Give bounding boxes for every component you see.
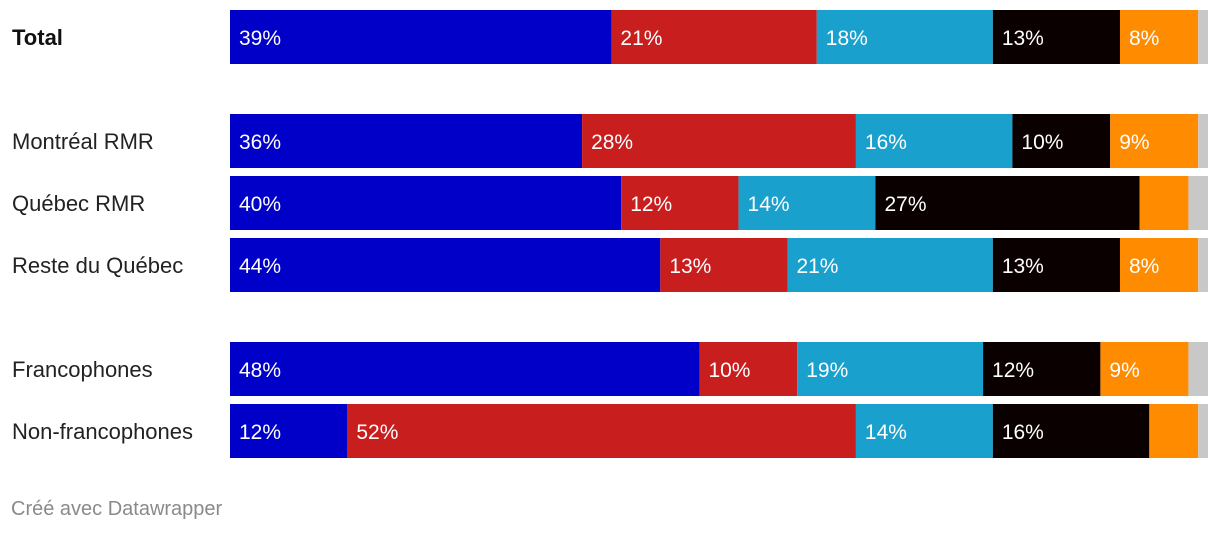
bar-segment-non-francophones-series-2: [347, 404, 856, 458]
bar-segment-francophones-series-1: [230, 342, 700, 396]
row-label-quebec-rmr: Québec RMR: [12, 191, 145, 216]
data-label-quebec-rmr-series-1: 40%: [239, 193, 281, 216]
bar-segment-total-series-3: [816, 10, 993, 64]
data-label-montreal-rmr-series-3: 16%: [865, 131, 907, 154]
data-label-non-francophones-series-2: 52%: [356, 421, 398, 444]
data-label-non-francophones-series-4: 16%: [1002, 421, 1044, 444]
bar-segment-total-series-1: [230, 10, 612, 64]
bar-segment-non-francophones-series-3: [855, 404, 993, 458]
bar-segment-montreal-rmr-series-1: [230, 114, 583, 168]
data-label-montreal-rmr-series-1: 36%: [239, 131, 281, 154]
row-label-francophones: Francophones: [12, 357, 153, 382]
row-label-reste-du-quebec: Reste du Québec: [12, 253, 183, 278]
data-label-francophones-series-2: 10%: [708, 359, 750, 382]
bar-segment-non-francophones-series-6: [1198, 404, 1208, 458]
row-label-montreal-rmr: Montréal RMR: [12, 129, 154, 154]
bar-segment-francophones-series-2: [699, 342, 798, 396]
data-label-non-francophones-series-1: 12%: [239, 421, 281, 444]
bar-segment-reste-du-quebec-series-2: [660, 238, 788, 292]
data-label-montreal-rmr-series-5: 9%: [1119, 131, 1149, 154]
data-label-total-series-3: 18%: [826, 27, 868, 50]
bar-segment-reste-du-quebec-series-5: [1119, 238, 1199, 292]
data-label-reste-du-quebec-series-2: 13%: [669, 255, 711, 278]
data-label-total-series-4: 13%: [1002, 27, 1044, 50]
data-label-reste-du-quebec-series-3: 21%: [796, 255, 838, 278]
data-label-total-series-2: 21%: [620, 27, 662, 50]
data-label-total-series-5: 8%: [1129, 27, 1159, 50]
bar-segment-francophones-series-5: [1100, 342, 1189, 396]
datawrapper-credit: Créé avec Datawrapper: [11, 498, 223, 520]
data-label-montreal-rmr-series-2: 28%: [591, 131, 633, 154]
bar-segment-quebec-rmr-series-4: [875, 176, 1140, 230]
data-label-francophones-series-4: 12%: [992, 359, 1034, 382]
bar-segment-quebec-rmr-series-5: [1139, 176, 1189, 230]
bar-segment-montreal-rmr-series-3: [855, 114, 1013, 168]
bar-segment-total-series-6: [1198, 10, 1208, 64]
data-label-francophones-series-3: 19%: [806, 359, 848, 382]
bar-segment-montreal-rmr-series-5: [1110, 114, 1199, 168]
bar-segment-non-francophones-series-5: [1149, 404, 1199, 458]
bar-segment-non-francophones-series-1: [230, 404, 348, 458]
bar-segment-montreal-rmr-series-2: [582, 114, 856, 168]
bar-segment-quebec-rmr-series-2: [621, 176, 739, 230]
data-label-francophones-series-1: 48%: [239, 359, 281, 382]
bar-segment-total-series-4: [992, 10, 1120, 64]
bar-segment-francophones-series-6: [1188, 342, 1208, 396]
data-label-quebec-rmr-series-3: 14%: [748, 193, 790, 216]
data-label-reste-du-quebec-series-5: 8%: [1129, 255, 1159, 278]
data-label-montreal-rmr-series-4: 10%: [1021, 131, 1063, 154]
data-label-francophones-series-5: 9%: [1109, 359, 1139, 382]
data-label-total-series-1: 39%: [239, 27, 281, 50]
bar-segment-reste-du-quebec-series-4: [992, 238, 1120, 292]
bar-segment-non-francophones-series-4: [992, 404, 1150, 458]
bar-segment-quebec-rmr-series-1: [230, 176, 622, 230]
bar-segment-reste-du-quebec-series-3: [787, 238, 993, 292]
data-label-non-francophones-series-3: 14%: [865, 421, 907, 444]
row-label-total: Total: [12, 25, 63, 50]
bar-segment-reste-du-quebec-series-6: [1198, 238, 1208, 292]
data-label-quebec-rmr-series-2: 12%: [630, 193, 672, 216]
data-label-reste-du-quebec-series-1: 44%: [239, 255, 281, 278]
row-label-non-francophones: Non-francophones: [12, 419, 193, 444]
bar-segment-reste-du-quebec-series-1: [230, 238, 661, 292]
bar-segment-montreal-rmr-series-6: [1198, 114, 1208, 168]
data-label-reste-du-quebec-series-4: 13%: [1002, 255, 1044, 278]
bar-segment-montreal-rmr-series-4: [1012, 114, 1111, 168]
stacked-bar-chart: Total 39% 21% 18% 13% 8% Montréal RMR 36% 28% 16%…: [12, 10, 1208, 458]
data-label-quebec-rmr-series-4: 27%: [884, 193, 926, 216]
bar-segment-francophones-series-3: [797, 342, 984, 396]
bar-segment-francophones-series-4: [983, 342, 1101, 396]
bar-segment-quebec-rmr-series-6: [1188, 176, 1208, 230]
bar-segment-quebec-rmr-series-3: [738, 176, 876, 230]
bar-segment-total-series-5: [1119, 10, 1199, 64]
bar-segment-total-series-2: [611, 10, 817, 64]
